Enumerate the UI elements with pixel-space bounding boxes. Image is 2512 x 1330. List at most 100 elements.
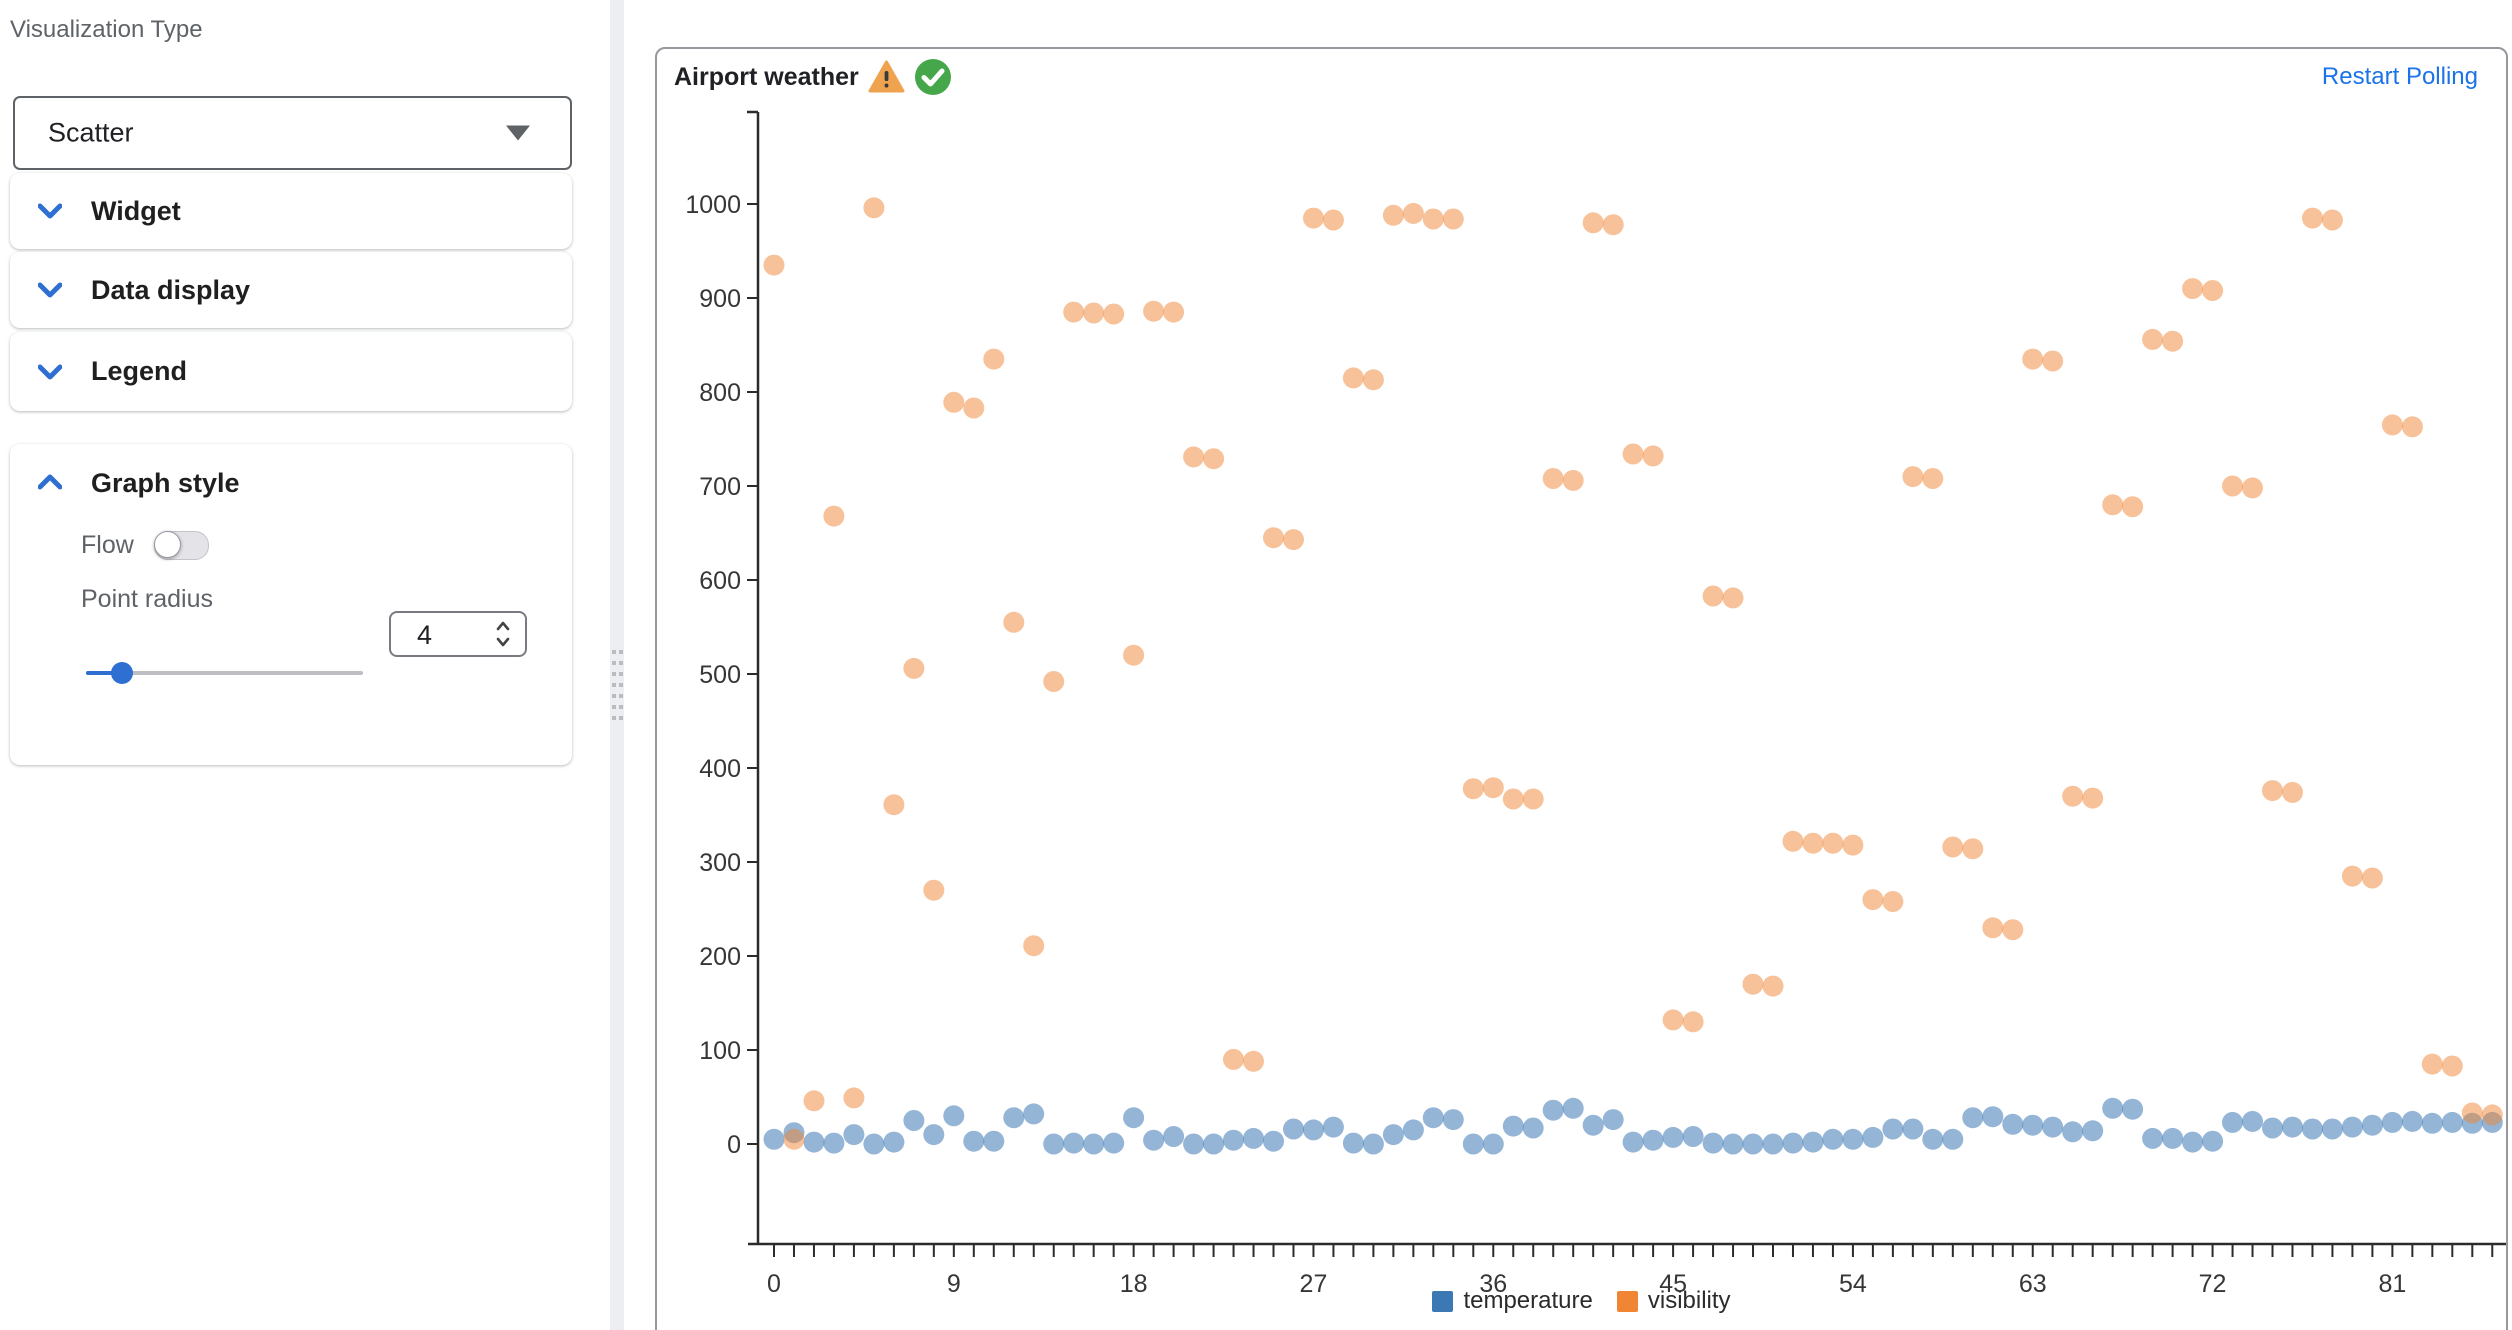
section-header-legend[interactable]: Legend: [10, 332, 572, 411]
x-axis-ticks: 0 9 18 27 36 45 54 63 72 81: [767, 1244, 2494, 1298]
visualization-type-label: Visualization Type: [10, 16, 203, 43]
data-point: [2282, 781, 2303, 803]
legend-item-visibility[interactable]: visibility: [1616, 1287, 1731, 1315]
y-tick-label: 200: [699, 943, 741, 971]
data-point: [2361, 1114, 2383, 1136]
data-point: [2222, 1111, 2243, 1133]
data-point: [1982, 1106, 2004, 1128]
data-point: [2321, 209, 2343, 231]
data-point: [943, 1105, 965, 1127]
y-tick-label: 300: [699, 849, 741, 877]
data-point: [1962, 838, 1984, 860]
data-point: [2142, 1127, 2164, 1149]
data-point: [863, 197, 885, 219]
flow-setting-row: Flow: [81, 530, 209, 560]
data-point: [2381, 1111, 2403, 1133]
data-point: [763, 1128, 785, 1150]
scatter-plot: 0 100 200 300 400 500 600 700 800 900 1000 0 9 18 27 36…: [685, 110, 2506, 1298]
legend-item-temperature[interactable]: temperature: [1432, 1287, 1593, 1315]
data-point: [1642, 445, 1664, 467]
flow-toggle[interactable]: [153, 530, 209, 560]
data-point: [1183, 446, 1205, 468]
panel-splitter[interactable]: [610, 0, 624, 1330]
data-point: [2162, 330, 2184, 352]
section-card-graph-style: Graph style Flow Point radius: [10, 444, 572, 765]
section-title: Data display: [91, 274, 251, 305]
data-point: [1902, 1118, 1924, 1140]
x-tick-label: 72: [2199, 1270, 2227, 1298]
data-point: [1762, 975, 1784, 997]
slider-thumb[interactable]: [111, 662, 133, 684]
data-point: [2102, 494, 2124, 516]
stepper-arrows-icon[interactable]: [495, 619, 511, 649]
data-point: [1742, 1133, 1764, 1155]
data-point: [2461, 1102, 2483, 1124]
section-card-data-display: Data display: [10, 252, 572, 328]
data-point: [1402, 202, 1424, 224]
data-point: [1163, 301, 1185, 323]
data-point: [1882, 1118, 1904, 1140]
visualization-type-select[interactable]: Scatter: [13, 96, 572, 170]
restart-polling-link[interactable]: Restart Polling: [2321, 63, 2478, 90]
success-icon[interactable]: [914, 58, 952, 96]
data-point: [1023, 935, 1045, 957]
data-point: [923, 879, 945, 901]
data-point: [1922, 468, 1944, 489]
section-card-legend: Legend: [10, 332, 572, 411]
x-tick-label: 63: [2019, 1270, 2047, 1298]
x-tick-label: 36: [1479, 1270, 1507, 1298]
section-header-graph-style[interactable]: Graph style: [10, 444, 572, 520]
data-point: [1043, 1133, 1065, 1155]
chart-title: Airport weather: [674, 62, 859, 91]
data-point: [1223, 1048, 1244, 1070]
section-header-widget[interactable]: Widget: [10, 173, 572, 249]
data-point: [1682, 1126, 1704, 1147]
data-point: [1342, 1132, 1364, 1154]
splitter-grip-icon[interactable]: [612, 650, 623, 726]
data-point: [843, 1124, 865, 1146]
data-point: [843, 1087, 865, 1109]
data-point: [1662, 1126, 1684, 1148]
data-point: [2441, 1055, 2463, 1077]
data-point: [2122, 496, 2144, 518]
data-point: [1462, 778, 1484, 800]
x-tick-label: 27: [1300, 1270, 1328, 1298]
data-point: [1303, 1119, 1324, 1141]
data-point: [1283, 529, 1304, 551]
data-point: [1003, 1107, 1025, 1129]
data-point: [2122, 1098, 2144, 1120]
data-point: [1582, 212, 1604, 234]
data-point: [1442, 208, 1464, 230]
section-header-data-display[interactable]: Data display: [10, 252, 572, 328]
warning-icon[interactable]: [868, 60, 905, 94]
data-point: [1742, 973, 1764, 995]
data-point: [2162, 1127, 2184, 1149]
data-point: [2401, 416, 2423, 438]
data-point: [1542, 1099, 1564, 1121]
data-point: [1562, 469, 1584, 491]
data-point: [1822, 832, 1844, 854]
data-point: [1862, 889, 1884, 911]
data-point: [1802, 1131, 1824, 1153]
data-point: [2042, 350, 2064, 372]
data-point: [1602, 214, 1624, 236]
y-tick-label: 900: [699, 285, 741, 313]
data-point: [2302, 1118, 2323, 1140]
data-point: [1822, 1128, 1844, 1150]
chevron-up-icon: [38, 474, 62, 490]
data-point: [2282, 1116, 2303, 1138]
point-radius-slider[interactable]: [86, 662, 363, 684]
data-point: [1482, 1133, 1504, 1155]
data-point: [1223, 1129, 1244, 1151]
data-point: [983, 348, 1005, 370]
data-point: [1462, 1133, 1484, 1155]
data-point: [2182, 1131, 2204, 1153]
data-point: [2321, 1118, 2343, 1140]
point-radius-input[interactable]: [415, 615, 479, 655]
chart-legend: temperature visibility: [657, 1287, 2506, 1315]
data-point: [1063, 301, 1085, 323]
visualization-type-value: Scatter: [48, 117, 134, 148]
data-point: [783, 1128, 805, 1150]
data-point: [2421, 1112, 2443, 1134]
